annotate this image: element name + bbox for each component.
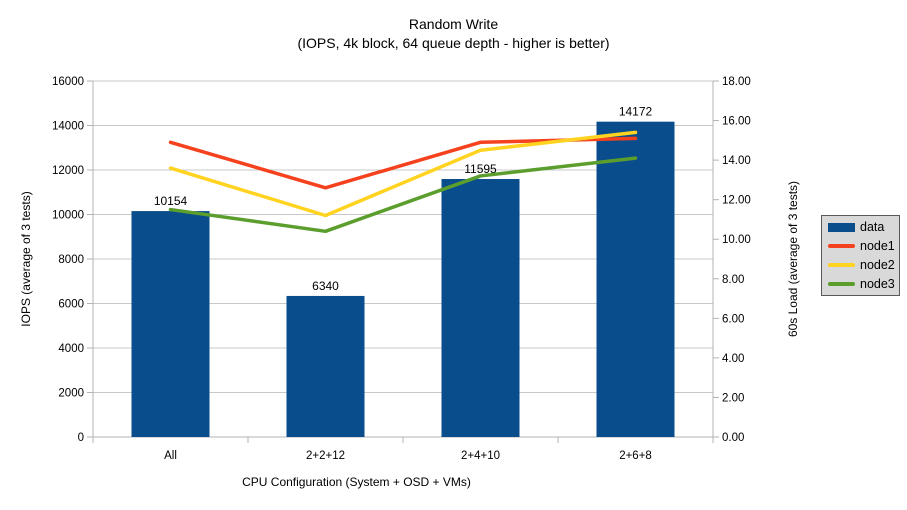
left-tick-label: 10000 <box>52 210 84 222</box>
left-tick-label: 12000 <box>52 165 84 177</box>
legend-swatch-node1 <box>828 244 855 248</box>
legend-item-node1: node1 <box>828 238 899 253</box>
right-tick-label: 18.00 <box>722 76 751 88</box>
legend-label: node2 <box>860 257 895 272</box>
x-category-label: 2+4+10 <box>461 450 500 462</box>
legend-swatch-node3 <box>828 282 855 286</box>
line-node3 <box>168 156 638 234</box>
right-tick-label: 2.00 <box>722 392 744 404</box>
chart-title: Random Write <box>408 16 499 32</box>
x-category-label: All <box>164 450 177 462</box>
right-tick-label: 8.00 <box>722 274 744 286</box>
bar <box>286 295 365 437</box>
x-category-label: 2+2+12 <box>306 450 345 462</box>
legend-item-node2: node2 <box>828 257 899 272</box>
right-tick-label: 12.00 <box>722 195 751 207</box>
right-tick-label: 4.00 <box>722 353 744 365</box>
line-node1 <box>168 136 638 190</box>
bar <box>596 121 675 437</box>
legend-swatch-data <box>828 222 855 232</box>
x-category-label: 2+6+8 <box>619 450 652 462</box>
left-tick-label: 14000 <box>52 121 84 133</box>
bar-value-label: 11595 <box>464 162 497 176</box>
right-tick-label: 0.00 <box>722 432 744 444</box>
bar <box>131 211 210 437</box>
right-tick-label: 10.00 <box>722 234 751 246</box>
legend-swatch-node2 <box>828 263 855 267</box>
bar-value-label: 14172 <box>619 105 653 119</box>
x-axis-title: CPU Configuration (System + OSD + VMs) <box>242 475 471 489</box>
bar-value-label: 10154 <box>154 194 188 208</box>
legend-item-data: data <box>828 219 899 234</box>
left-tick-label: 0 <box>78 432 84 444</box>
right-tick-label: 6.00 <box>722 313 744 325</box>
left-tick-label: 8000 <box>58 254 84 266</box>
chart-subtitle: (IOPS, 4k block, 64 queue depth - higher… <box>297 35 610 51</box>
right-tick-label: 16.00 <box>722 116 751 128</box>
left-tick-label: 6000 <box>58 299 84 311</box>
bar-value-label: 6340 <box>312 279 339 293</box>
line-node2 <box>168 130 638 218</box>
left-tick-label: 4000 <box>58 343 84 355</box>
legend-label: data <box>860 219 885 234</box>
left-tick-label: 2000 <box>58 388 84 400</box>
legend: data node1 node2 node3 <box>821 215 900 296</box>
legend-item-node3: node3 <box>828 276 899 291</box>
legend-label: node1 <box>860 238 895 253</box>
left-tick-label: 16000 <box>52 76 84 88</box>
legend-label: node3 <box>860 276 895 291</box>
bar <box>441 179 520 438</box>
right-tick-label: 14.00 <box>722 155 751 167</box>
